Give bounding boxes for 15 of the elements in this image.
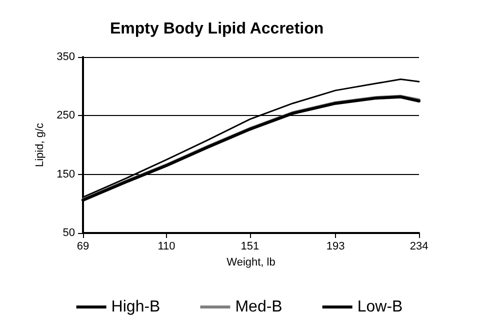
legend-label: Low-B	[357, 298, 403, 316]
chart-title: Empty Body Lipid Accretion	[110, 20, 324, 38]
y-tick-label: 150	[56, 168, 75, 180]
y-tick-label: 250	[56, 110, 75, 122]
x-tick-label: 110	[158, 240, 176, 252]
x-axis-title: Weight, lb	[226, 256, 276, 268]
x-tick-label: 234	[410, 240, 428, 252]
y-tick-label: 50	[62, 227, 75, 239]
x-tick-label: 193	[326, 240, 345, 252]
legend-label: High-B	[111, 298, 160, 316]
legend-label: Med-B	[235, 298, 282, 316]
y-axis-title: Lipid, g/c	[34, 122, 46, 168]
x-tick-label: 151	[240, 240, 260, 252]
y-tick-label: 350	[56, 51, 75, 63]
x-tick-label: 69	[76, 240, 90, 252]
